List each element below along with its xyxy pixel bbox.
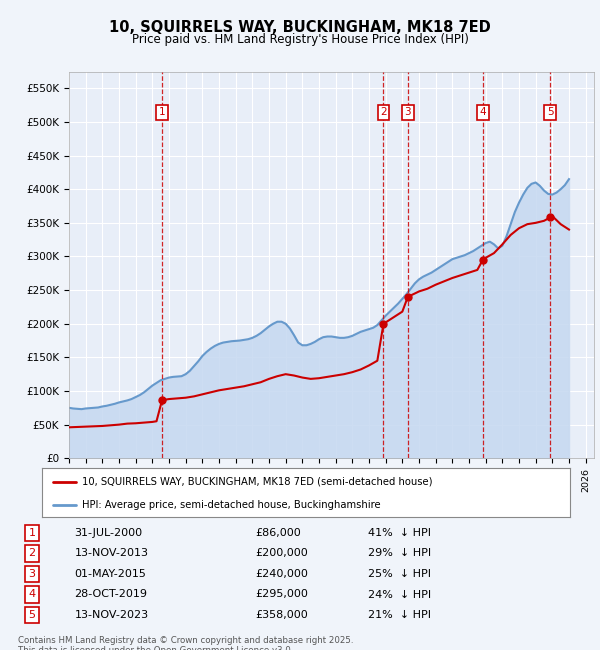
Text: 13-NOV-2023: 13-NOV-2023 — [74, 610, 149, 620]
Text: 2: 2 — [29, 549, 35, 558]
Text: 31-JUL-2000: 31-JUL-2000 — [74, 528, 143, 538]
Text: 1: 1 — [158, 107, 166, 117]
Text: Contains HM Land Registry data © Crown copyright and database right 2025.
This d: Contains HM Land Registry data © Crown c… — [18, 636, 353, 650]
Text: £200,000: £200,000 — [255, 549, 308, 558]
Text: HPI: Average price, semi-detached house, Buckinghamshire: HPI: Average price, semi-detached house,… — [82, 500, 380, 510]
Text: Price paid vs. HM Land Registry's House Price Index (HPI): Price paid vs. HM Land Registry's House … — [131, 32, 469, 46]
Text: 41%  ↓ HPI: 41% ↓ HPI — [368, 528, 431, 538]
Text: 3: 3 — [404, 107, 411, 117]
Text: 13-NOV-2013: 13-NOV-2013 — [74, 549, 148, 558]
Text: 2: 2 — [380, 107, 387, 117]
Text: 29%  ↓ HPI: 29% ↓ HPI — [368, 549, 431, 558]
Text: £295,000: £295,000 — [255, 590, 308, 599]
Text: £240,000: £240,000 — [255, 569, 308, 579]
Text: 1: 1 — [29, 528, 35, 538]
Text: 28-OCT-2019: 28-OCT-2019 — [74, 590, 148, 599]
Text: 10, SQUIRRELS WAY, BUCKINGHAM, MK18 7ED (semi-detached house): 10, SQUIRRELS WAY, BUCKINGHAM, MK18 7ED … — [82, 476, 432, 487]
Text: 25%  ↓ HPI: 25% ↓ HPI — [368, 569, 431, 579]
Text: 4: 4 — [29, 590, 35, 599]
Text: £86,000: £86,000 — [255, 528, 301, 538]
Text: 01-MAY-2015: 01-MAY-2015 — [74, 569, 146, 579]
Text: £358,000: £358,000 — [255, 610, 308, 620]
Text: 3: 3 — [29, 569, 35, 579]
Text: 10, SQUIRRELS WAY, BUCKINGHAM, MK18 7ED: 10, SQUIRRELS WAY, BUCKINGHAM, MK18 7ED — [109, 20, 491, 34]
Text: 24%  ↓ HPI: 24% ↓ HPI — [368, 590, 431, 599]
Text: 4: 4 — [479, 107, 486, 117]
Text: 5: 5 — [547, 107, 553, 117]
Text: 5: 5 — [29, 610, 35, 620]
Text: 21%  ↓ HPI: 21% ↓ HPI — [368, 610, 431, 620]
